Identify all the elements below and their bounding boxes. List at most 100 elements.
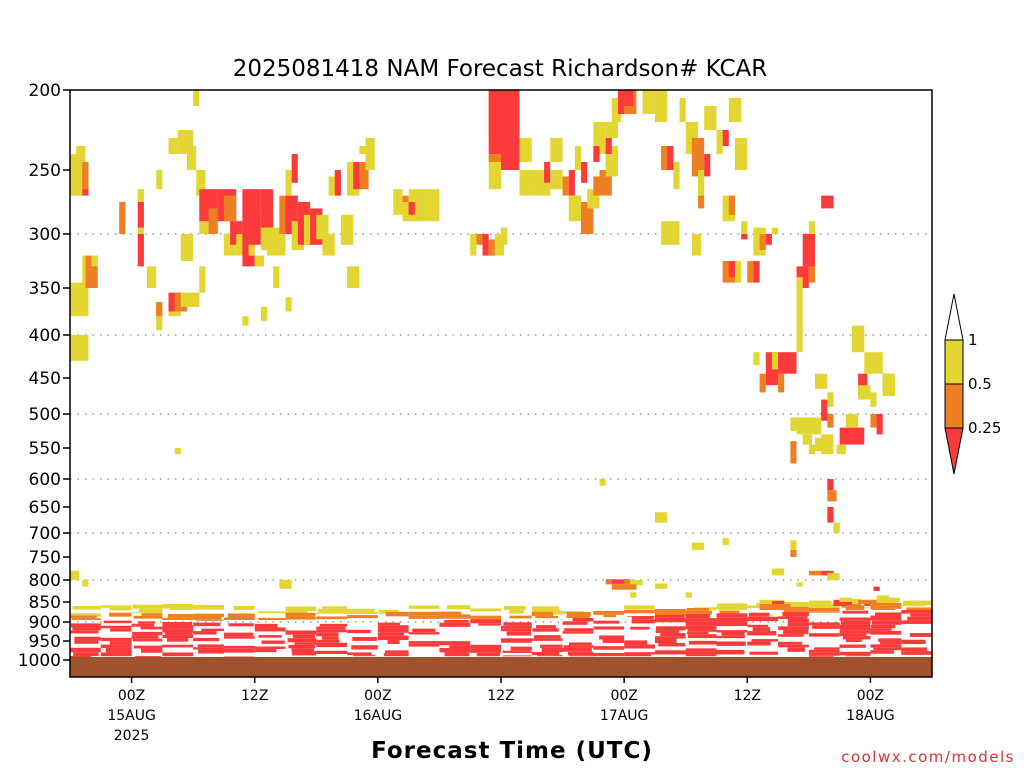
heatmap-cell	[82, 580, 89, 587]
band-cell-r	[839, 617, 871, 621]
band-cell-r	[631, 616, 654, 620]
band-cell-r	[534, 635, 561, 639]
band-cell-r	[539, 644, 563, 648]
band-cell-r	[439, 648, 471, 653]
heatmap-cell	[796, 582, 803, 587]
heatmap-cell	[223, 195, 237, 222]
band-cell-r	[783, 629, 809, 635]
band-cell-y	[131, 612, 163, 614]
band-cell-r	[808, 652, 840, 656]
heatmap-cell	[778, 352, 797, 374]
band-cell-r	[654, 650, 686, 655]
band-cell-r	[787, 618, 809, 623]
band-cell-o	[871, 602, 902, 606]
band-cell-y	[322, 606, 348, 609]
band-cell-y	[509, 610, 525, 614]
band-cell-r	[685, 648, 717, 652]
band-cell-r	[193, 622, 221, 627]
band-cell-r	[749, 651, 779, 655]
heatmap-cell	[753, 261, 760, 283]
band-cell-r	[747, 624, 769, 628]
band-cell-r	[288, 644, 316, 649]
band-cell-r	[878, 638, 902, 642]
band-cell-o	[162, 617, 194, 620]
band-cell-o	[535, 615, 559, 619]
band-cell-r	[873, 647, 902, 651]
band-cell-r	[747, 616, 779, 622]
band-cell-y	[70, 613, 101, 617]
band-cell-o	[566, 615, 590, 618]
band-cell-y	[132, 604, 163, 609]
heatmap-cell	[605, 138, 612, 154]
heatmap-cell	[611, 580, 625, 584]
heatmap-cell	[821, 399, 828, 421]
band-cell-r	[501, 625, 532, 629]
heatmap-cell	[851, 427, 865, 445]
band-cell-o	[686, 608, 709, 611]
band-cell-r	[103, 620, 132, 624]
band-cell-y	[470, 608, 501, 612]
band-cell-r	[624, 640, 648, 645]
heatmap-cell	[734, 138, 748, 170]
band-cell-r	[782, 612, 809, 617]
heatmap-cell	[488, 154, 501, 162]
heatmap-cell	[544, 162, 551, 183]
band-cell-r	[164, 632, 193, 635]
heatmap-cell	[796, 417, 822, 435]
colorbar-legend: 1 0.5 0.25	[944, 293, 1001, 475]
band-cell-r	[599, 635, 625, 640]
band-cell-o	[316, 616, 348, 620]
heatmap-cell	[568, 195, 582, 222]
band-cell-r	[292, 634, 315, 639]
band-cell-r	[408, 643, 440, 647]
band-cell-r	[839, 644, 866, 648]
heatmap-cell	[624, 90, 634, 106]
y-tick-label: 950	[29, 632, 61, 652]
band-cell-r	[593, 620, 620, 624]
heatmap-cell	[208, 208, 218, 234]
x-tick-label: 17AUG	[600, 708, 649, 724]
band-cell-r	[808, 633, 840, 637]
x-tick-label: 00Z	[610, 688, 637, 704]
heatmap-cell	[562, 176, 569, 196]
x-tick-label: 18AUG	[846, 708, 895, 724]
band-cell-r	[537, 655, 563, 657]
heatmap-cell	[334, 170, 341, 196]
band-cell-r	[353, 655, 376, 657]
band-cell-r	[562, 631, 594, 634]
heatmap-cell	[759, 373, 766, 393]
band-cell-r	[845, 639, 862, 643]
band-cell-r	[901, 651, 932, 655]
heatmap-cell	[193, 90, 200, 106]
band-cell-r	[688, 640, 717, 645]
band-cell-y	[72, 606, 101, 610]
y-tick-label: 750	[29, 548, 61, 568]
y-tick-label: 550	[29, 439, 61, 459]
band-cell-r	[378, 622, 401, 626]
band-cell-r	[567, 651, 594, 656]
band-cell-r	[351, 645, 378, 650]
band-cell-r	[470, 648, 501, 653]
heatmap-cell	[285, 170, 292, 196]
heatmap-cell	[759, 234, 766, 251]
heatmap-cells	[70, 90, 932, 658]
heatmap-cell	[790, 417, 797, 431]
heatmap-cell	[839, 427, 852, 445]
band-cell-r	[751, 639, 779, 642]
y-tick-label: 600	[29, 470, 61, 490]
credit-text: coolwx.com/models	[841, 748, 1015, 766]
heatmap-cell	[654, 583, 668, 589]
heatmap-cell	[168, 138, 178, 154]
band-cell-r	[721, 632, 745, 636]
band-cell-r	[839, 630, 871, 634]
heatmap-cell	[248, 189, 261, 245]
band-cell-y	[718, 609, 748, 611]
heatmap-cell	[260, 189, 274, 228]
band-cell-y	[285, 606, 317, 612]
heatmap-cell	[254, 255, 264, 267]
legend-segment-yellow	[944, 339, 964, 385]
legend-segment-orange	[944, 383, 964, 429]
band-cell-r	[778, 634, 804, 637]
heatmap-cell	[365, 138, 375, 170]
heatmap-cell	[347, 266, 360, 288]
